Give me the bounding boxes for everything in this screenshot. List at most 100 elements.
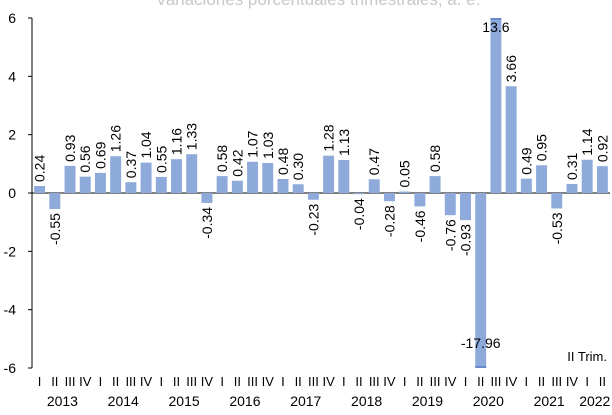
bar xyxy=(444,193,456,216)
y-tick-label: -4 xyxy=(4,302,17,318)
data-label: 1.26 xyxy=(108,125,124,152)
bar xyxy=(581,159,593,193)
data-label: 0.49 xyxy=(518,147,534,174)
quarter-label: II xyxy=(173,374,180,389)
bar xyxy=(262,162,274,193)
bar xyxy=(140,162,152,193)
data-label: -0.34 xyxy=(199,207,215,239)
bar xyxy=(353,193,365,195)
quarter-label: III xyxy=(430,374,441,389)
bar xyxy=(125,182,137,193)
data-label: 0.92 xyxy=(594,135,610,162)
bar xyxy=(536,165,548,193)
bar xyxy=(475,193,487,368)
y-axis: 6 4 2 0 -2 -4 -6 xyxy=(4,10,610,376)
chart-title: Variaciones porcentuales trimestrales, a… xyxy=(156,0,481,9)
value-labels: 0.24-0.550.93 0.56 0.691.260.371.040.551.1… xyxy=(32,18,610,368)
quarter-label: I xyxy=(403,374,407,389)
quarter-label: IV xyxy=(322,374,335,389)
data-label: 0.58 xyxy=(427,145,443,172)
quarter-label: II xyxy=(295,374,302,389)
data-label: -0.46 xyxy=(412,210,428,242)
year-label: 2013 xyxy=(47,393,78,409)
year-label: 2015 xyxy=(169,393,200,409)
bar xyxy=(323,155,335,193)
data-label: 0.30 xyxy=(290,153,306,180)
bar xyxy=(155,176,167,193)
data-label: 1.33 xyxy=(184,123,200,150)
quarter-label: II xyxy=(51,374,58,389)
year-label: 2019 xyxy=(412,393,443,409)
year-label: 2020 xyxy=(473,393,504,409)
year-label: 2017 xyxy=(290,393,321,409)
data-label: 0.05 xyxy=(397,160,413,187)
quarter-label: I xyxy=(281,374,285,389)
data-label: 1.28 xyxy=(321,124,337,151)
quarter-label: IV xyxy=(140,374,153,389)
data-label: 0.56 xyxy=(77,145,93,172)
chart-annotation: II Trim. xyxy=(567,349,607,364)
quarter-label: I xyxy=(342,374,346,389)
data-label: 0.37 xyxy=(123,151,139,178)
quarter-label: II xyxy=(538,374,545,389)
quarter-label: IV xyxy=(262,374,275,389)
data-label: 0.31 xyxy=(564,152,580,179)
year-label: 2016 xyxy=(229,393,260,409)
bar xyxy=(520,178,532,193)
quarter-label: IV xyxy=(79,374,92,389)
year-label: 2021 xyxy=(534,393,565,409)
y-tick-label: 4 xyxy=(8,68,16,84)
data-label: 1.13 xyxy=(336,129,352,156)
data-label: 1.14 xyxy=(579,128,595,155)
year-label: 2022 xyxy=(579,393,610,409)
data-label: 1.04 xyxy=(138,131,154,158)
bar xyxy=(34,186,46,193)
bar xyxy=(383,193,395,202)
quarter-label: III xyxy=(369,374,380,389)
data-label: 0.55 xyxy=(153,145,169,172)
quarter-label: III xyxy=(308,374,319,389)
x-axis: I II III IV I II III IV I II III IV I II III IV I II III IV… xyxy=(38,374,611,409)
quarter-label: I xyxy=(159,374,163,389)
bar xyxy=(94,172,106,193)
quarter-label: I xyxy=(464,374,468,389)
bar xyxy=(596,166,608,193)
quarter-label: I xyxy=(38,374,42,389)
bar xyxy=(247,161,259,193)
data-label: 0.69 xyxy=(92,141,108,168)
bar xyxy=(551,193,563,209)
quarter-label: III xyxy=(490,374,501,389)
bar xyxy=(64,165,76,193)
quarter-label: I xyxy=(585,374,589,389)
bar xyxy=(79,176,91,193)
quarter-label: I xyxy=(220,374,224,389)
bar xyxy=(277,179,289,193)
y-tick-label: 2 xyxy=(8,127,16,143)
data-label: 0.95 xyxy=(534,134,550,161)
quarter-label: III xyxy=(65,374,76,389)
y-tick-label: 6 xyxy=(8,10,16,26)
quarter-label: II xyxy=(477,374,484,389)
bar xyxy=(338,160,350,193)
bar xyxy=(171,159,182,193)
bar xyxy=(292,184,304,193)
data-label: 1.16 xyxy=(169,128,185,155)
data-label: 0.58 xyxy=(214,145,230,172)
data-label: 1.03 xyxy=(260,131,276,158)
year-label: 2014 xyxy=(108,393,139,409)
quarter-label: I xyxy=(525,374,529,389)
data-label: -0.28 xyxy=(381,205,397,237)
y-tick-label: -6 xyxy=(4,360,17,376)
bar xyxy=(186,154,198,193)
bar xyxy=(414,193,426,207)
quarter-label: II xyxy=(416,374,423,389)
quarter-label: II xyxy=(599,374,606,389)
data-label: 0.93 xyxy=(62,134,78,161)
bar xyxy=(368,179,380,193)
quarter-label: IV xyxy=(566,374,579,389)
data-label: -17.96 xyxy=(461,335,501,351)
bar xyxy=(49,193,61,210)
data-label: 0.42 xyxy=(229,149,245,176)
quarter-label: II xyxy=(234,374,241,389)
